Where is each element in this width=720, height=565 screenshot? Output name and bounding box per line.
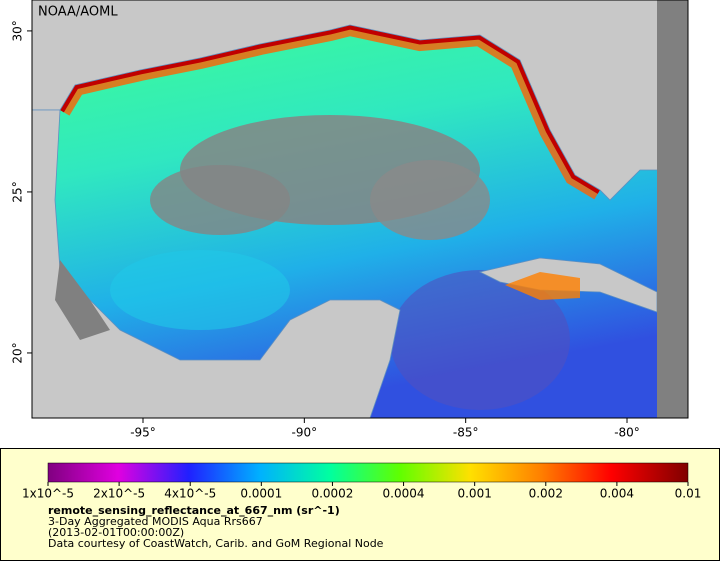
coastal-band — [505, 272, 580, 300]
y-tick-label: 30° — [11, 20, 25, 41]
land-us — [32, 0, 688, 201]
colorbar-tick-label: 0.01 — [675, 487, 702, 501]
colorbar-tick-label: 0.004 — [600, 487, 634, 501]
y-tick-label: 25° — [11, 181, 25, 202]
x-tick-label: -95° — [130, 426, 156, 440]
colorbar-tick-label: 0.0002 — [311, 487, 353, 501]
y-tick-label: 20° — [11, 342, 25, 363]
legend-time: (2013-02-01T00:00:00Z) — [48, 526, 184, 539]
colorbar-tick-label: 0.001 — [457, 487, 491, 501]
x-tick-label: -90° — [292, 426, 318, 440]
no-data — [657, 0, 688, 418]
x-tick-label: -85° — [453, 426, 479, 440]
cloud — [370, 160, 490, 240]
legend-dataset: 3-Day Aggregated MODIS Aqua Rrs667 — [48, 515, 263, 528]
colorbar-tick-label: 0.0001 — [240, 487, 282, 501]
credit: NOAA/AOML — [38, 5, 118, 20]
colorbar-tick-label: 4x10^-5 — [164, 487, 216, 501]
land-mexico — [32, 109, 401, 418]
x-tick-label: -80° — [614, 426, 640, 440]
colorbar-tick-label: 1x10^-5 — [22, 487, 74, 501]
colorbar-ticks: 1x10^-5 2x10^-5 4x10^-5 0.0001 0.0002 0.0004 0… — [22, 482, 701, 501]
map-frame — [31, 0, 689, 419]
colorbar — [47, 462, 689, 483]
colorbar-tick-label: 0.002 — [529, 487, 563, 501]
cloud — [150, 165, 290, 235]
colorbar-tick-label: 2x10^-5 — [93, 487, 145, 501]
colorbar-tick-label: 0.0004 — [383, 487, 425, 501]
map-image — [32, 0, 688, 418]
legend-source: Data courtesy of CoastWatch, Carib. and … — [48, 537, 384, 550]
ocean-patch — [390, 270, 570, 410]
cloud — [55, 260, 110, 340]
legend-variable: remote_sensing_reflectance_at_667_nm (sr… — [48, 504, 340, 517]
axis-ticks: -95° -90° -85° -80° 20° 25° 30° — [11, 20, 640, 439]
ocean-patch — [110, 250, 290, 330]
